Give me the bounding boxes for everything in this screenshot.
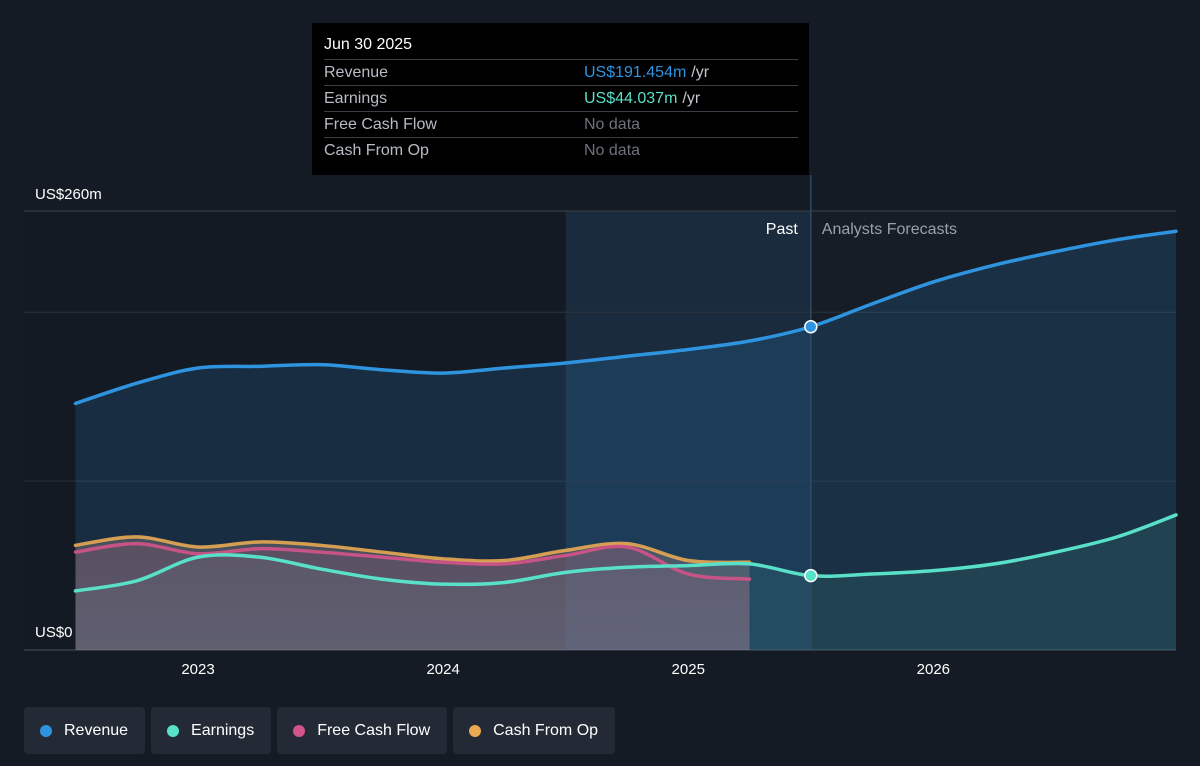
legend-item-revenue[interactable]: Revenue (24, 707, 146, 754)
x-tick-label: 2025 (672, 661, 705, 678)
revenue-marker (804, 319, 818, 334)
revenue-area (75, 231, 1177, 650)
legend-dot-icon (40, 724, 52, 737)
tooltip-date: Jun 30 2025 (324, 36, 413, 53)
tooltip-label: Cash From Op (324, 141, 429, 159)
earnings-marker (804, 568, 818, 583)
cash-from-op-line (73, 535, 752, 565)
tooltip-row-revenue: Revenue US$191.454m /yr (324, 59, 798, 85)
tooltip-value: No data (584, 141, 641, 159)
legend: Revenue Earnings Free Cash Flow Cash Fro… (24, 707, 616, 754)
past-label: Past (766, 221, 799, 238)
forecast-label: Analysts Forecasts (822, 221, 957, 238)
x-tick-label: 2026 (917, 661, 950, 678)
legend-dot-icon (469, 724, 482, 737)
tooltip-row-free-cash-flow: Free Cash Flow No data (324, 111, 798, 137)
legend-label: Earnings (191, 721, 255, 739)
tooltip-value: US$44.037m (584, 89, 678, 107)
legend-item-free-cash-flow[interactable]: Free Cash Flow (277, 707, 448, 754)
x-tick-label: 2023 (181, 661, 214, 678)
legend-item-earnings[interactable]: Earnings (151, 707, 272, 754)
tooltip-label: Free Cash Flow (324, 115, 437, 133)
tooltip-value: US$191.454m (584, 63, 687, 81)
tooltip-unit: /yr (682, 89, 701, 107)
legend-dot-icon (167, 724, 180, 737)
y-axis-top-label: US$260m (35, 186, 102, 203)
tooltip-unit: /yr (691, 63, 710, 81)
legend-label: Free Cash Flow (317, 721, 431, 739)
cash-area (75, 536, 750, 650)
y-axis-bottom-label: US$0 (35, 624, 73, 641)
legend-label: Cash From Op (493, 721, 599, 739)
forecast-background (810, 211, 1176, 650)
x-tick-label: 2024 (426, 661, 459, 678)
revenue-line (73, 229, 1178, 406)
tooltip: Jun 30 2025 Revenue US$191.454m /yr Earn… (312, 23, 809, 175)
tooltip-value: No data (584, 115, 641, 133)
legend-dot-icon (293, 724, 306, 737)
tooltip-label: Revenue (324, 63, 389, 81)
earnings-line (73, 513, 1178, 593)
tooltip-label: Earnings (324, 89, 388, 107)
tooltip-row-earnings: Earnings US$44.037m /yr (324, 85, 798, 111)
tooltip-row-cash-from-op: Cash From Op No data (324, 137, 798, 163)
free-cash-flow-line (73, 541, 752, 581)
legend-item-cash-from-op[interactable]: Cash From Op (453, 707, 616, 754)
legend-label: Revenue (64, 721, 129, 739)
